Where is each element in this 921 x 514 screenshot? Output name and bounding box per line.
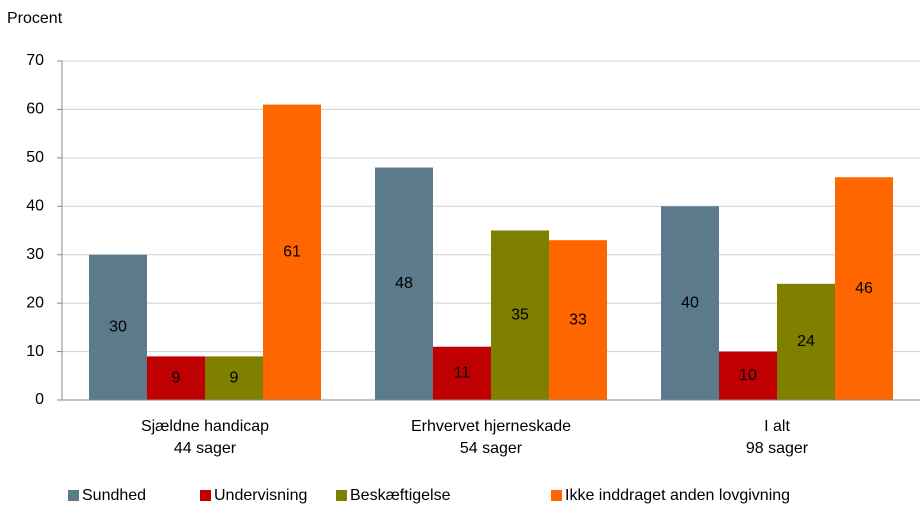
bar bbox=[205, 356, 263, 400]
data-label: 9 bbox=[230, 369, 239, 386]
data-label: 24 bbox=[797, 333, 815, 350]
data-label: 40 bbox=[681, 294, 699, 311]
x-tick-label: 44 sager bbox=[174, 440, 237, 457]
data-label: 48 bbox=[395, 275, 413, 292]
x-tick-label: Sjældne handicap bbox=[141, 418, 269, 435]
data-label: 10 bbox=[739, 367, 757, 384]
y-tick-label: 20 bbox=[26, 294, 44, 311]
bar bbox=[835, 177, 893, 400]
x-tick-label: 98 sager bbox=[746, 440, 809, 457]
data-label: 33 bbox=[569, 311, 587, 328]
x-tick-label: I alt bbox=[764, 418, 790, 435]
y-tick-label: 10 bbox=[26, 343, 44, 360]
bar bbox=[147, 356, 205, 400]
y-tick-label: 60 bbox=[26, 101, 44, 118]
legend-swatch bbox=[336, 490, 347, 501]
bar bbox=[89, 254, 147, 400]
bar bbox=[549, 240, 607, 400]
y-tick-label: 0 bbox=[35, 391, 44, 408]
y-axis-label: Procent bbox=[7, 10, 63, 27]
legend-swatch bbox=[68, 490, 79, 501]
legend-label: Ikke inddraget anden lovgivning bbox=[565, 487, 790, 504]
bar bbox=[719, 351, 777, 400]
bar bbox=[491, 230, 549, 400]
data-label: 35 bbox=[511, 306, 529, 323]
y-tick-label: 40 bbox=[26, 198, 44, 215]
data-label: 11 bbox=[454, 365, 471, 382]
legend-swatch bbox=[551, 490, 562, 501]
y-tick-label: 70 bbox=[26, 52, 44, 69]
bar bbox=[777, 283, 835, 400]
legend-swatch bbox=[200, 490, 211, 501]
bar bbox=[661, 206, 719, 400]
bar bbox=[433, 346, 491, 400]
legend-label: Beskæftigelse bbox=[350, 487, 451, 504]
x-tick-label: 54 sager bbox=[460, 440, 523, 457]
legend-label: Sundhed bbox=[82, 487, 146, 504]
legend-label: Undervisning bbox=[214, 487, 307, 504]
bar bbox=[263, 104, 321, 400]
y-tick-label: 50 bbox=[26, 149, 44, 166]
data-label: 9 bbox=[172, 369, 181, 386]
y-tick-label: 30 bbox=[26, 246, 44, 263]
x-tick-label: Erhvervet hjerneskade bbox=[411, 418, 571, 435]
bar bbox=[375, 167, 433, 400]
data-label: 46 bbox=[855, 280, 873, 297]
data-label: 30 bbox=[109, 319, 127, 336]
data-label: 61 bbox=[283, 244, 301, 261]
